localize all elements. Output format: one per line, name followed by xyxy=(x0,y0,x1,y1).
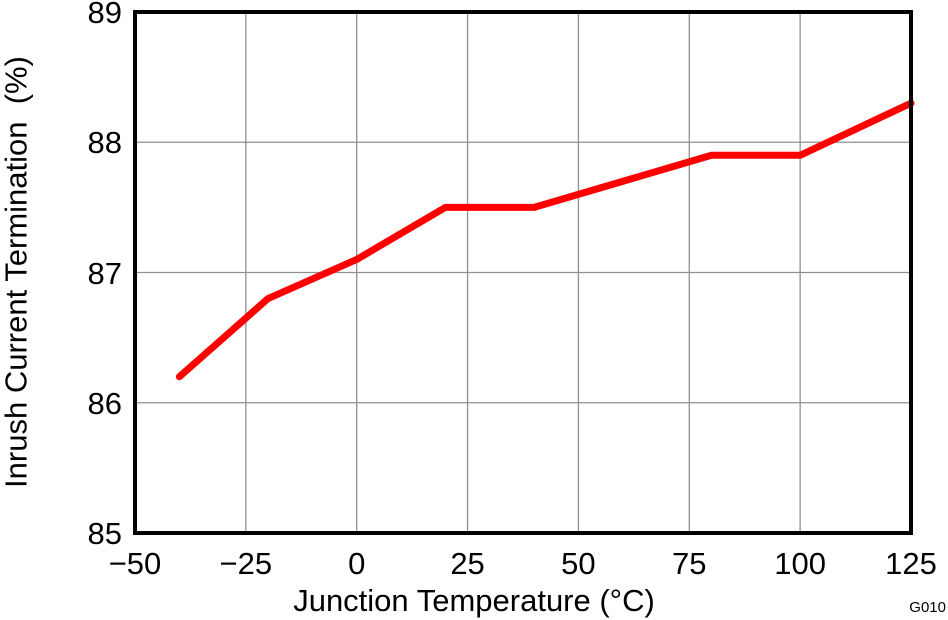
x-axis-title: Junction Temperature (°C) xyxy=(293,583,655,618)
figure-code: G010 xyxy=(909,599,946,616)
x-tick-label: 125 xyxy=(885,546,937,581)
y-tick-label: 85 xyxy=(87,516,122,551)
plot-border xyxy=(133,10,913,535)
y-tick-label: 88 xyxy=(87,125,122,161)
x-tick-label: −50 xyxy=(108,546,162,581)
x-tick-label: −25 xyxy=(219,546,273,581)
y-tick-label: 87 xyxy=(87,255,122,291)
x-tick-label: 75 xyxy=(672,546,707,581)
y-tick-label: 89 xyxy=(87,0,122,30)
series-line xyxy=(175,99,915,381)
x-tick-label: 100 xyxy=(774,546,827,581)
x-tick-label: 25 xyxy=(450,546,485,581)
x-tick-label: 50 xyxy=(561,546,596,581)
x-tick-label: 0 xyxy=(348,546,366,581)
y-tick-label: 86 xyxy=(87,385,122,421)
